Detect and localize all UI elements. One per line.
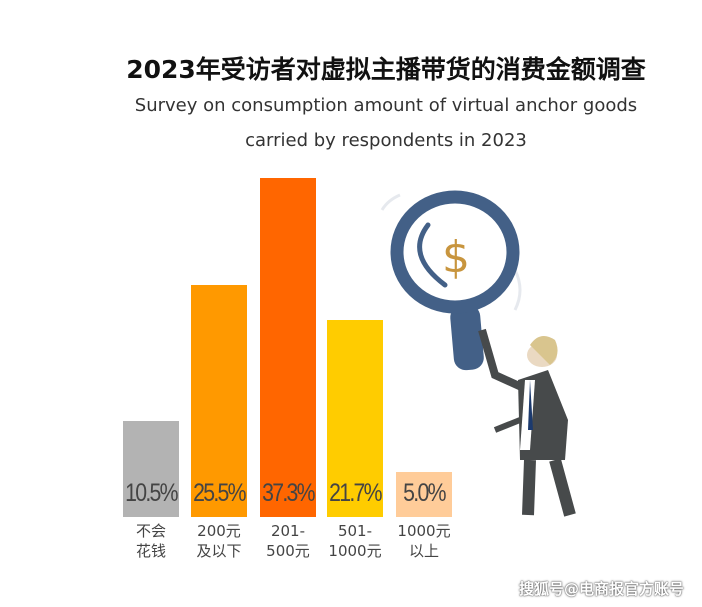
category-label: 201- 500元 <box>266 522 310 560</box>
bar <box>396 471 452 517</box>
data-label: 25.5% <box>193 479 246 507</box>
data-label: 21.7% <box>329 479 382 507</box>
chart-subtitle-line1: Survey on consumption amount of virtual … <box>134 95 638 116</box>
data-label: 5.0% <box>403 479 446 507</box>
watermark: 搜狐号@电商报官方账号 <box>518 580 684 598</box>
bar <box>260 177 316 517</box>
category-label: 501- 1000元 <box>328 522 382 560</box>
dollar-icon: $ <box>442 232 470 283</box>
bar <box>191 284 247 517</box>
category-label: 200元 及以下 <box>196 522 242 560</box>
chart-title: 2023年受访者对虚拟主播带货的消费金额调查 <box>126 55 646 84</box>
businessman-magnifier-illustration: $ <box>380 190 576 517</box>
bar <box>327 319 383 517</box>
category-label: 1000元 以上 <box>397 522 451 560</box>
chart-subtitle-line2: carried by respondents in 2023 <box>245 130 527 151</box>
data-label: 10.5% <box>125 479 178 507</box>
category-label: 不会 花钱 <box>135 522 166 560</box>
bar <box>123 421 179 517</box>
data-label: 37.3% <box>262 479 315 507</box>
